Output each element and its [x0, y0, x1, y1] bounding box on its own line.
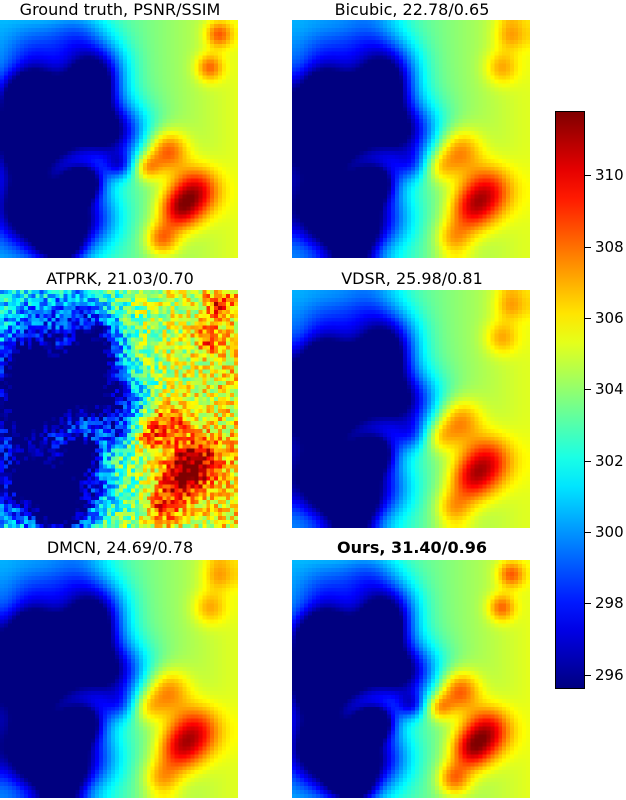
colorbar-tick-label: 302 — [595, 453, 624, 469]
panel-title-ground-truth: Ground truth, PSNR/SSIM — [0, 0, 240, 20]
colorbar-tick-mark — [585, 389, 591, 390]
panel-title-dmcn: DMCN, 24.69/0.78 — [0, 538, 240, 558]
panel-image-bicubic — [292, 20, 530, 258]
panel-image-ours — [292, 560, 530, 798]
panel-title-bicubic: Bicubic, 22.78/0.65 — [292, 0, 532, 20]
colorbar-tick-mark — [585, 318, 591, 319]
colorbar-tick-label: 310 — [595, 167, 624, 183]
colorbar-tick-label: 304 — [595, 381, 624, 397]
colorbar-tick-mark — [585, 675, 591, 676]
colorbar — [555, 111, 585, 689]
colorbar-tick-mark — [585, 461, 591, 462]
colorbar-tick-mark — [585, 175, 591, 176]
panel-title-atprk: ATPRK, 21.03/0.70 — [0, 269, 240, 289]
colorbar-tick-label: 300 — [595, 524, 624, 540]
colorbar-tick-label: 296 — [595, 667, 624, 683]
panel-image-vdsr — [292, 290, 530, 528]
panel-image-atprk — [0, 290, 238, 528]
panel-title-ours: Ours, 31.40/0.96 — [292, 538, 532, 558]
panel-image-dmcn — [0, 560, 238, 798]
colorbar-tick-label: 308 — [595, 239, 624, 255]
panel-title-vdsr: VDSR, 25.98/0.81 — [292, 269, 532, 289]
colorbar-tick-mark — [585, 603, 591, 604]
colorbar-tick-mark — [585, 247, 591, 248]
panel-image-ground-truth — [0, 20, 238, 258]
colorbar-tick-label: 298 — [595, 595, 624, 611]
colorbar-tick-label: 306 — [595, 310, 624, 326]
colorbar-tick-mark — [585, 532, 591, 533]
